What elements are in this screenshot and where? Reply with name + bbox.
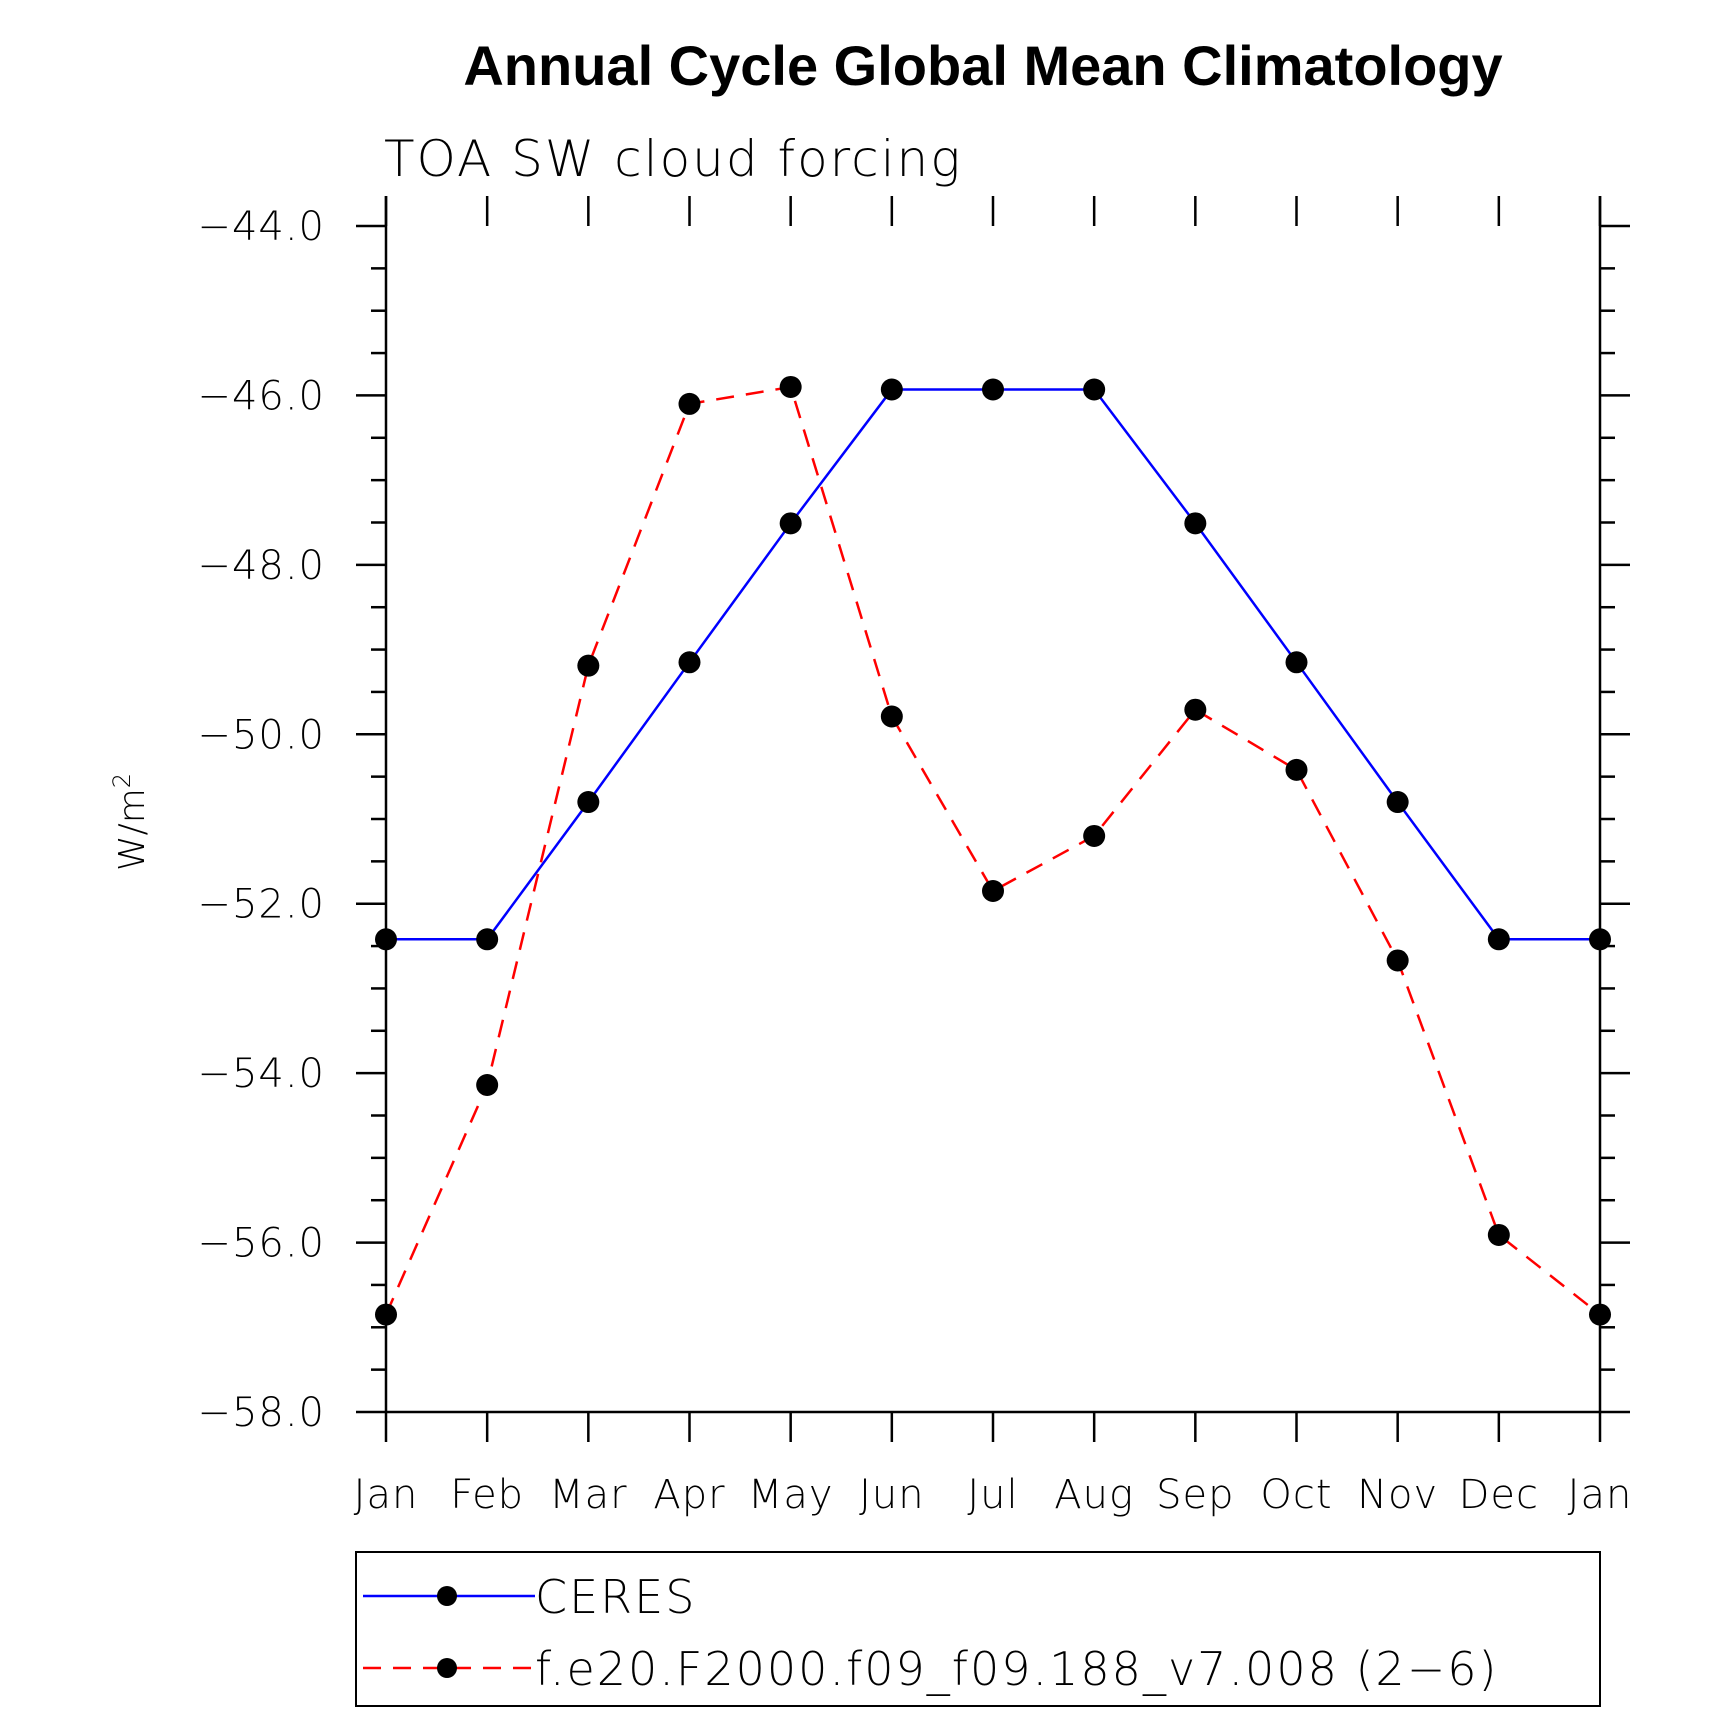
x-tick-label: Apr bbox=[653, 1472, 725, 1518]
data-point bbox=[1589, 928, 1611, 951]
x-tick-label: Oct bbox=[1260, 1472, 1332, 1518]
data-point bbox=[678, 651, 701, 674]
data-point bbox=[779, 512, 802, 535]
x-tick-label: Jan bbox=[1568, 1472, 1633, 1518]
data-point bbox=[1487, 928, 1510, 951]
data-point bbox=[1083, 378, 1106, 401]
x-tick-label: Dec bbox=[1459, 1472, 1539, 1518]
data-point bbox=[1386, 791, 1409, 814]
y-tick-label: −56.0 bbox=[197, 1221, 325, 1267]
x-tick-label: Mar bbox=[549, 1472, 627, 1518]
x-tick-label: Jun bbox=[859, 1472, 925, 1518]
chart-subtitle: TOA SW cloud forcing bbox=[384, 130, 962, 188]
plot-axes: −44.0 −46.0 −48.0 −50.0 −52.0 −54.0 −56.0 −58.0… bbox=[197, 196, 1633, 1518]
legend-ceres-marker bbox=[437, 1586, 457, 1606]
data-point bbox=[577, 654, 600, 677]
data-point bbox=[375, 928, 397, 951]
data-point bbox=[678, 392, 701, 415]
data-point bbox=[1285, 651, 1308, 674]
data-point bbox=[1386, 949, 1409, 972]
y-tick-label: −58.0 bbox=[197, 1390, 325, 1436]
legend-model-label: f.e20.F2000.f09_f09.188_v7.008 (2−6) bbox=[535, 1642, 1498, 1696]
data-point bbox=[880, 705, 903, 728]
data-point bbox=[779, 375, 802, 398]
y-tick-label: −44.0 bbox=[197, 204, 325, 250]
y-axis-label-unit: W/m bbox=[112, 788, 153, 871]
data-point bbox=[982, 880, 1004, 903]
series-line bbox=[384, 385, 1601, 1316]
chart-title: Annual Cycle Global Mean Climatology bbox=[463, 34, 1502, 97]
series-line bbox=[386, 388, 1600, 941]
legend-ceres-label: CERES bbox=[535, 1570, 696, 1624]
x-tick-label: May bbox=[748, 1472, 834, 1518]
data-point bbox=[375, 1303, 397, 1326]
x-tick-label: Feb bbox=[450, 1472, 524, 1518]
y-tick-label: −50.0 bbox=[197, 712, 325, 758]
y-axis-label-exponent: 2 bbox=[108, 773, 136, 788]
data-point bbox=[1285, 758, 1308, 781]
data-point bbox=[1083, 824, 1106, 847]
data-point bbox=[577, 791, 600, 814]
data-point bbox=[880, 378, 903, 401]
data-series bbox=[375, 375, 1611, 1326]
x-tick-label: Nov bbox=[1357, 1472, 1438, 1518]
data-point bbox=[1184, 698, 1207, 721]
legend-box bbox=[355, 1551, 1601, 1707]
y-tick-label: −54.0 bbox=[197, 1051, 325, 1097]
legend: CERES f.e20.F2000.f09_f09.188_v7.008 (2−… bbox=[355, 1551, 1601, 1707]
data-point bbox=[1184, 512, 1207, 535]
data-point bbox=[476, 928, 499, 951]
y-tick-label: −48.0 bbox=[197, 543, 325, 589]
y-tick-label: −46.0 bbox=[197, 373, 325, 419]
data-point bbox=[476, 1074, 499, 1097]
data-point bbox=[1589, 1303, 1611, 1326]
data-point bbox=[982, 378, 1004, 401]
x-tick-label: Aug bbox=[1054, 1472, 1134, 1518]
y-tick-label: −52.0 bbox=[197, 882, 325, 928]
data-point bbox=[1487, 1223, 1510, 1246]
legend-model-marker bbox=[437, 1658, 457, 1678]
x-tick-label: Jan bbox=[354, 1472, 419, 1518]
x-tick-label: Sep bbox=[1156, 1472, 1234, 1518]
y-axis-label: W/m2 bbox=[108, 773, 153, 871]
series-0 bbox=[375, 378, 1611, 951]
x-tick-label: Jul bbox=[967, 1472, 1018, 1518]
series-1 bbox=[375, 375, 1611, 1326]
